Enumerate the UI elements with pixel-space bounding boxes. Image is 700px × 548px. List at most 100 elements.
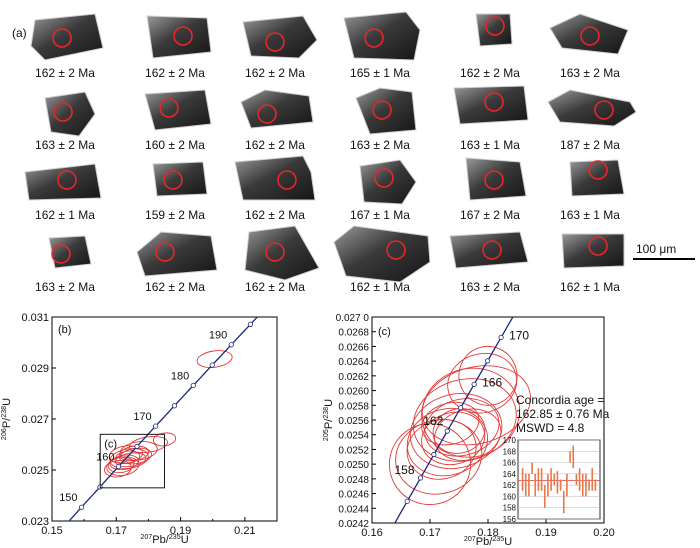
inset-age-bar	[591, 468, 594, 491]
grain-age-label: 187 ± 2 Ma	[560, 138, 620, 152]
concordia-age-marker	[417, 475, 424, 481]
y-tick-label: 0.031	[21, 312, 49, 324]
inset-age-bar	[594, 479, 597, 491]
grain-age-label: 165 ± 1 Ma	[350, 66, 410, 80]
analysis-spot	[372, 100, 392, 120]
concordia-group	[394, 317, 514, 523]
concordia-age-marker	[484, 358, 491, 364]
zircon-grain: 167 ± 1 Ma	[330, 150, 430, 222]
analysis-spot	[588, 160, 608, 180]
concordia-age-marker	[190, 382, 196, 389]
zircon-grain: 159 ± 2 Ma	[125, 150, 225, 222]
analysis-spot	[277, 170, 297, 190]
scale-bar	[633, 258, 695, 260]
x-tick-label: 0.18	[477, 527, 498, 539]
concordia-age-marker	[134, 443, 140, 449]
concordia-age-marker	[471, 381, 477, 387]
inset-age-bar	[537, 468, 540, 491]
grain-age-label: 163 ± 2 Ma	[350, 138, 410, 152]
zircon-grain: 162 ± 2 Ma	[225, 80, 325, 152]
zircon-grain-image	[30, 13, 104, 61]
analysis-spot	[51, 244, 71, 264]
analysis-spot	[580, 26, 600, 46]
zircon-grain: 160 ± 2 Ma	[125, 80, 225, 152]
zircon-grain: 163 ± 2 Ma	[330, 80, 430, 152]
inset-age-bar	[553, 473, 556, 486]
analysis-spot	[484, 170, 504, 190]
error-ellipse	[388, 423, 472, 506]
y-tick-label: 0.0250	[338, 460, 369, 471]
concordia-age-label: 150	[59, 492, 77, 504]
y-tick-label: 0.0256	[338, 416, 369, 427]
concordia-age-marker	[78, 504, 85, 510]
analysis-spot	[364, 28, 384, 48]
plot-frame	[51, 316, 278, 522]
x-tick-label: 0.15	[41, 525, 62, 537]
y-tick-label: 0.0244	[338, 504, 369, 515]
inset-age-bar	[528, 473, 530, 497]
zircon-grain: 163 ± 2 Ma	[15, 222, 115, 294]
ellipse-group	[104, 350, 233, 478]
y-tick-label: 0.0254	[338, 431, 369, 442]
error-ellipse	[406, 407, 488, 477]
inset-y-tick-label: 160	[503, 492, 517, 501]
analysis-spot	[53, 102, 73, 122]
inset-y-tick-label: 162	[503, 481, 517, 490]
zircon-grain-image	[152, 161, 208, 197]
zircon-grain: 162 ± 1 Ma	[15, 150, 115, 222]
zircon-grain: 162 ± 2 Ma	[225, 222, 325, 294]
analysis-spot	[257, 104, 277, 124]
grain-age-label: 162 ± 2 Ma	[460, 66, 520, 80]
x-axis-label: 207Pb/235U	[464, 535, 512, 548]
analysis-spot	[57, 170, 77, 190]
inset-age-bar	[572, 445, 575, 469]
grain-age-label: 162 ± 1 Ma	[560, 280, 620, 294]
concordia-age-label: 180	[171, 370, 189, 382]
y-tick-label: 0.0258	[338, 401, 369, 412]
x-tick-label: 0.21	[234, 525, 255, 537]
zircon-grain: 162 ± 1 Ma	[540, 222, 640, 294]
zircon-grain: 165 ± 1 Ma	[330, 8, 430, 80]
ellipse-group	[388, 346, 531, 506]
zircon-grain-image	[144, 89, 212, 131]
concordia-age-marker	[267, 305, 271, 306]
y-tick-label: 0.0248	[338, 475, 369, 486]
zircon-grain-image	[244, 225, 320, 281]
y-tick-label: 0.0268	[338, 328, 369, 339]
analysis-spot	[155, 242, 175, 262]
inset-age-bar	[578, 468, 581, 491]
y-tick-label: 0.025	[21, 465, 49, 477]
scale-label: 100 μm	[636, 242, 677, 256]
zircon-grain-image	[234, 155, 316, 201]
inset-age-bar	[521, 468, 524, 491]
error-ellipse	[152, 432, 177, 447]
zircon-grain-image	[449, 231, 529, 269]
zircon-grain-image	[242, 15, 318, 59]
grain-age-label: 162 ± 2 Ma	[145, 66, 205, 80]
error-ellipse	[434, 408, 502, 461]
x-tick-label: 0.20	[593, 527, 614, 539]
grain-age-label: 163 ± 1 Ma	[560, 208, 620, 222]
concordia-age-label: 190	[209, 330, 227, 342]
inset-age-bar	[559, 479, 562, 491]
concordia-age-marker	[458, 405, 464, 411]
concordia-age-marker	[153, 423, 159, 429]
y-tick-label: 0.0246	[338, 490, 369, 501]
y-axis-label: 205P/238U	[322, 399, 335, 441]
inset-region-box	[99, 433, 165, 489]
zircon-grain-image	[465, 157, 527, 201]
analysis-spot	[374, 168, 394, 188]
x-tick-label: 0.19	[170, 525, 191, 537]
analysis-spot	[163, 170, 183, 190]
y-tick-label: 0.0262	[338, 372, 369, 383]
zircon-grain: 167 ± 2 Ma	[440, 150, 540, 222]
error-ellipse	[395, 419, 483, 495]
analysis-spot	[594, 100, 614, 120]
analysis-spot	[173, 26, 193, 46]
zircon-grain: 162 ± 2 Ma	[125, 8, 225, 80]
zircon-grain-image	[475, 13, 513, 47]
error-ellipse	[447, 352, 518, 414]
concordia-age-annotation: MSWD = 4.8	[516, 421, 585, 435]
zircon-grain-image	[355, 87, 417, 135]
zircon-grain-image	[343, 11, 421, 61]
